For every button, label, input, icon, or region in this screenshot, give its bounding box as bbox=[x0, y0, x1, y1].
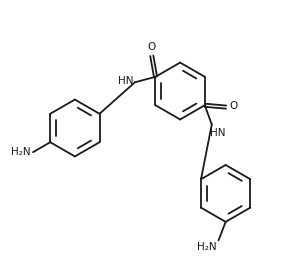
Text: O: O bbox=[230, 101, 238, 111]
Text: HN: HN bbox=[118, 76, 133, 86]
Text: O: O bbox=[148, 42, 156, 52]
Text: H₂N: H₂N bbox=[197, 242, 217, 252]
Text: HN: HN bbox=[210, 128, 226, 138]
Text: H₂N: H₂N bbox=[11, 147, 31, 157]
